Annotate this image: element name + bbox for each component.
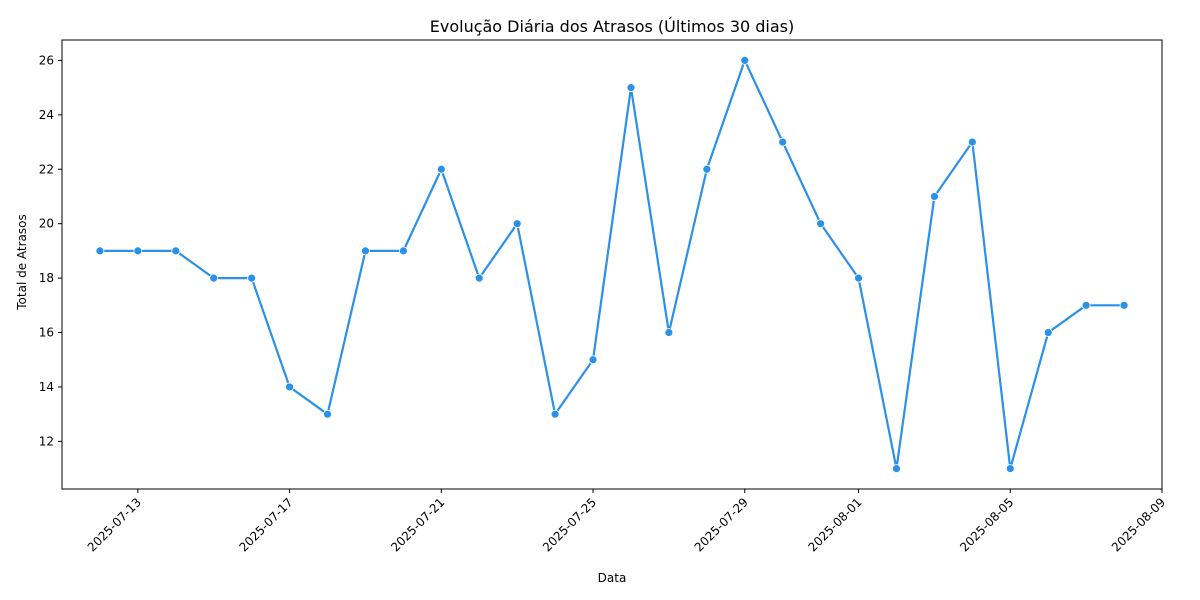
series-line	[98, 59, 1126, 470]
x-tick-label: 2025-07-17	[236, 495, 295, 554]
data-point	[398, 246, 408, 256]
y-tick-label: 26	[39, 53, 54, 67]
data-point	[967, 137, 977, 147]
y-tick-label: 24	[39, 108, 54, 122]
data-point	[474, 273, 484, 283]
data-point	[626, 83, 636, 93]
data-point	[816, 219, 826, 229]
data-point	[1005, 464, 1015, 473]
x-tick-label: 2025-07-25	[540, 495, 599, 554]
data-point	[1081, 300, 1091, 310]
y-tick-label: 16	[39, 326, 54, 340]
data-point	[285, 382, 294, 392]
plot-area	[95, 56, 1129, 473]
data-point	[892, 464, 901, 473]
data-point	[1043, 328, 1053, 337]
data-point	[588, 355, 598, 365]
data-point	[930, 192, 939, 201]
data-point	[854, 273, 863, 283]
y-tick-label: 14	[39, 380, 54, 394]
data-point	[550, 409, 560, 419]
data-point	[323, 409, 332, 419]
data-point	[740, 56, 750, 65]
x-tick-label: 2025-07-21	[388, 495, 447, 554]
x-tick-label: 2025-08-05	[957, 495, 1016, 554]
data-point	[512, 219, 522, 229]
x-tick-label: 2025-08-09	[1109, 495, 1168, 554]
data-point	[1119, 300, 1129, 310]
y-tick-label: 22	[39, 162, 54, 176]
data-point	[133, 246, 143, 256]
data-point	[171, 246, 181, 256]
x-tick-label: 2025-07-13	[85, 495, 144, 554]
x-axis: 2025-07-13 2025-07-17 2025-07-21 2025-07-25…	[85, 489, 1168, 554]
y-axis-label: Total de Atrasos	[15, 214, 29, 311]
y-tick-label: 20	[39, 217, 54, 231]
plot-frame	[61, 39, 1163, 490]
y-tick-label: 18	[39, 271, 54, 285]
data-point	[702, 164, 712, 174]
y-axis: 12 14 16 18 20 22 24 26	[39, 53, 62, 448]
data-point	[209, 273, 219, 283]
x-axis-label: Data	[598, 571, 627, 585]
chart-title: Evolução Diária dos Atrasos (Últimos 30 …	[430, 17, 795, 36]
y-tick-label: 12	[39, 434, 54, 448]
x-tick-label: 2025-07-29	[692, 495, 751, 554]
data-point	[664, 328, 674, 337]
data-point	[361, 246, 370, 256]
data-point	[436, 164, 446, 174]
data-point	[247, 273, 257, 283]
data-point	[95, 246, 105, 256]
data-point	[778, 137, 788, 147]
x-tick-label: 2025-08-01	[805, 495, 864, 554]
